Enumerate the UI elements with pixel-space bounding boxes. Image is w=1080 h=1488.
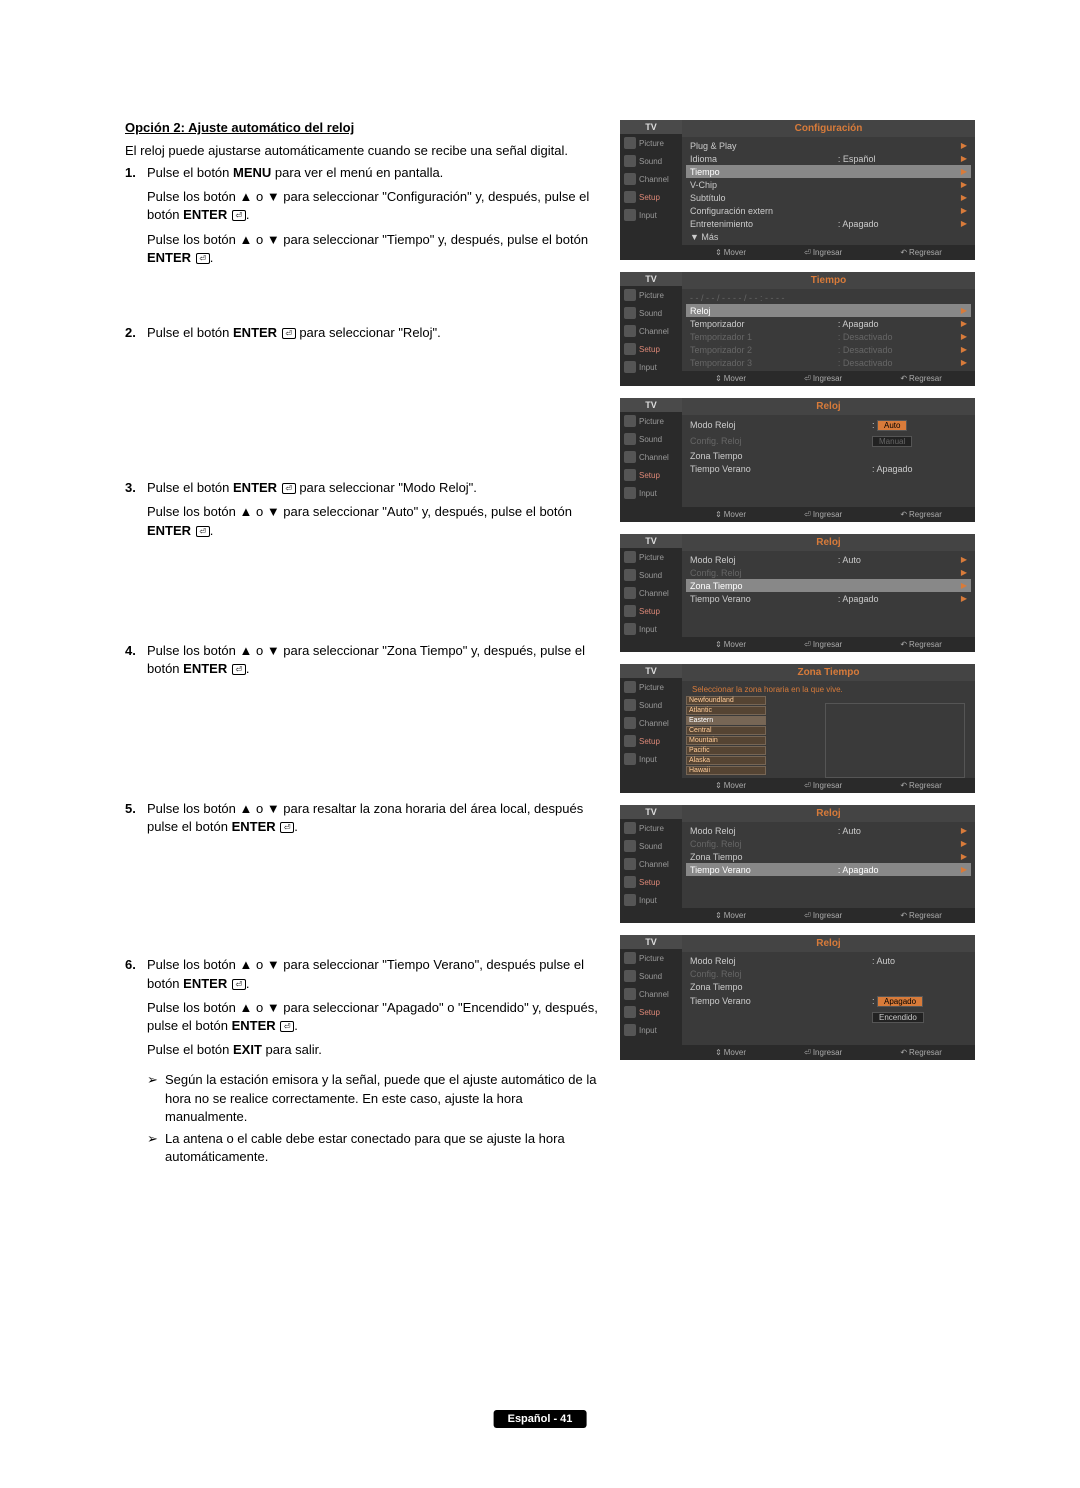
step-body: Pulse los botón ▲ o ▼ para seleccionar "… [147, 642, 605, 684]
enter-icon: ⏎ [280, 1021, 294, 1032]
tv-title: Configuración [682, 120, 975, 137]
sidebar-sound: Sound [620, 152, 682, 170]
channel-icon [624, 173, 636, 185]
enter-icon: ⏎ [232, 210, 246, 221]
step-body: Pulse el botón ENTER ⏎ para seleccionar … [147, 324, 605, 348]
tv-sidebar: TV Picture Sound Channel Setup Input [620, 120, 682, 260]
zone-list: Newfoundland Atlantic Eastern Central Mo… [686, 696, 766, 775]
step-body: Pulse los botón ▲ o ▼ para resaltar la z… [147, 800, 605, 842]
enter-icon: ⏎ [232, 979, 246, 990]
note-2: ➢ La antena o el cable debe estar conect… [147, 1130, 605, 1166]
tv-header: TV [620, 120, 682, 134]
step-number: 1. [125, 164, 147, 273]
input-icon [624, 209, 636, 221]
tv-menu-zona-tiempo: TV Picture Sound Channel Setup Input Zon… [620, 664, 975, 793]
step-number: 4. [125, 642, 147, 684]
tv-menu-reloj-verano: TV Picture Sound Channel Setup Input Rel… [620, 805, 975, 923]
step-number: 6. [125, 956, 147, 1065]
sound-icon [624, 155, 636, 167]
tv-menu-reloj-verano-options: TV Picture Sound Channel Setup Input Rel… [620, 935, 975, 1060]
step-number: 3. [125, 479, 147, 546]
step-body: Pulse el botón MENU para ver el menú en … [147, 164, 605, 273]
page-number: Español - 41 [494, 1410, 587, 1428]
tv-menu-tiempo: TV Picture Sound Channel Setup Input Tie… [620, 272, 975, 386]
tv-menu-reloj-modo: TV Picture Sound Channel Setup Input Rel… [620, 398, 975, 522]
sidebar-input: Input [620, 206, 682, 224]
note-arrow-icon: ➢ [147, 1071, 165, 1126]
enter-icon: ⏎ [196, 526, 210, 537]
sidebar-channel: Channel [620, 170, 682, 188]
tv-screenshots-column: TV Picture Sound Channel Setup Input Con… [620, 120, 980, 1072]
enter-icon: ⏎ [282, 328, 296, 339]
tv-main: Configuración Plug & Play▶ Idioma: Españ… [682, 120, 975, 260]
step-3: 3. Pulse el botón ENTER ⏎ para seleccion… [125, 479, 605, 546]
enter-icon: ⏎ [280, 822, 294, 833]
tv-menu-reloj-zona: TV Picture Sound Channel Setup Input Rel… [620, 534, 975, 652]
instructions-column: Opción 2: Ajuste automático del reloj El… [125, 120, 605, 1170]
note-1: ➢ Según la estación emisora y la señal, … [147, 1071, 605, 1126]
tv-sidebar: TV Picture Sound Channel Setup Input [620, 272, 682, 386]
step-6: 6. Pulse los botón ▲ o ▼ para selecciona… [125, 956, 605, 1065]
intro-text: El reloj puede ajustarse automáticamente… [125, 143, 605, 158]
step-5: 5. Pulse los botón ▲ o ▼ para resaltar l… [125, 800, 605, 842]
step-2: 2. Pulse el botón ENTER ⏎ para seleccion… [125, 324, 605, 348]
step-body: Pulse el botón ENTER ⏎ para seleccionar … [147, 479, 605, 546]
tv-footer: ⇕ Mover ⏎ Ingresar ↶ Regresar [682, 245, 975, 260]
enter-icon: ⏎ [196, 253, 210, 264]
step-number: 2. [125, 324, 147, 348]
enter-icon: ⏎ [282, 483, 296, 494]
setup-icon [624, 191, 636, 203]
tv-menu-configuracion: TV Picture Sound Channel Setup Input Con… [620, 120, 975, 260]
step-number: 5. [125, 800, 147, 842]
step-1: 1. Pulse el botón MENU para ver el menú … [125, 164, 605, 273]
section-title: Opción 2: Ajuste automático del reloj [125, 120, 605, 135]
sidebar-picture: Picture [620, 134, 682, 152]
note-arrow-icon: ➢ [147, 1130, 165, 1166]
step-body: Pulse los botón ▲ o ▼ para seleccionar "… [147, 956, 605, 1065]
picture-icon [624, 137, 636, 149]
enter-icon: ⏎ [232, 664, 246, 675]
sidebar-setup: Setup [620, 188, 682, 206]
zone-map [825, 703, 965, 778]
step-4: 4. Pulse los botón ▲ o ▼ para selecciona… [125, 642, 605, 684]
